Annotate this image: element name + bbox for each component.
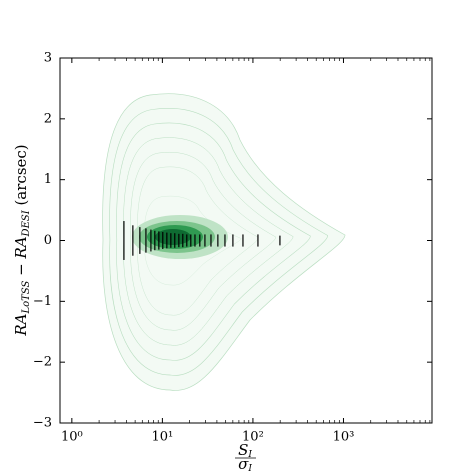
x-label-denominator: σI [238,455,252,474]
density-contours [102,93,346,391]
y-tick-label: 1 [44,172,52,187]
y-tick-label: −2 [33,355,52,370]
x-tick-label: 10¹ [152,430,174,445]
x-tick-label: 10⁰ [61,430,83,445]
y-axis-label: RALoTSS − RADESI (arcsec) [12,144,32,336]
y-tick-label: −1 [33,294,52,309]
x-label-numerator: SI [238,441,252,460]
x-tick-label: 10² [242,430,264,445]
x-axis-label: SI σI [235,441,256,474]
y-tick-label: −3 [33,416,52,431]
y-tick-label: 0 [44,233,52,248]
y-tick-label: 3 [44,51,52,66]
x-tick-label: 10³ [333,430,355,445]
y-tick-label: 2 [44,111,52,126]
